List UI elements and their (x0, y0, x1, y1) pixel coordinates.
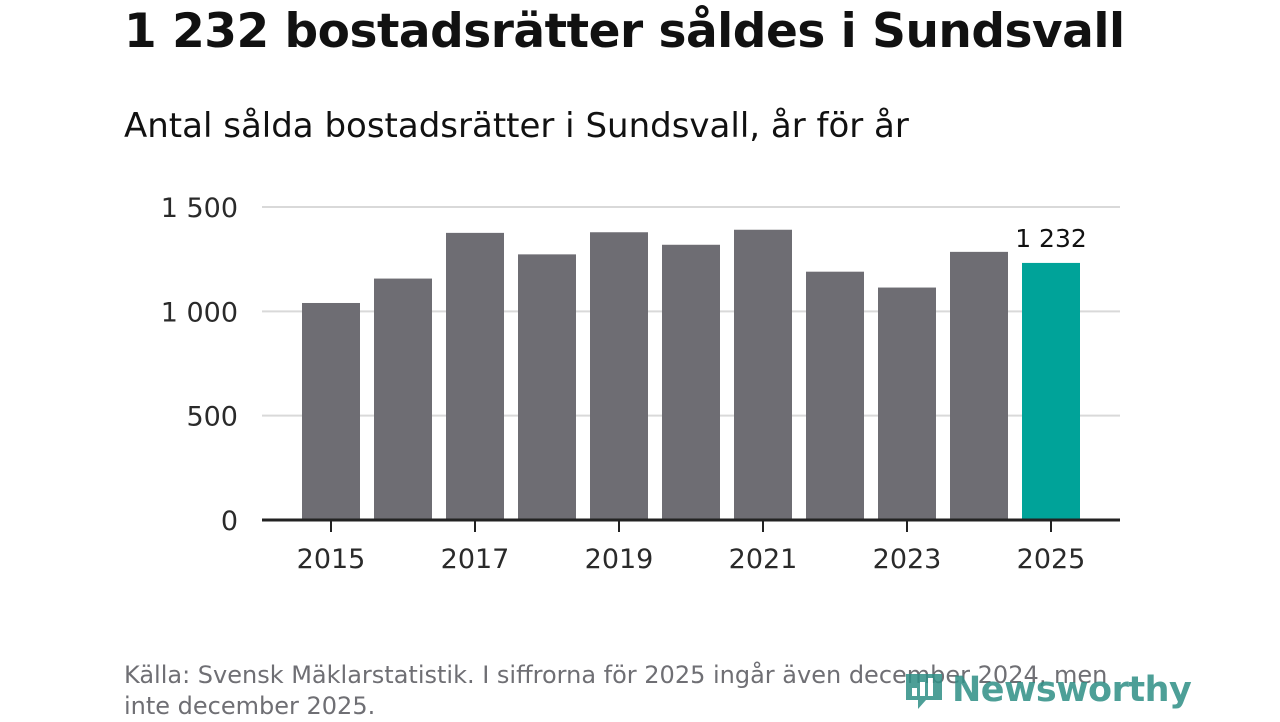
labels: 0 500 1 000 1 500 1 232 2015 2017 2019 2021 2023 2… (161, 193, 1087, 575)
source-note: Källa: Svensk Mäklarstatistik. I siffror… (124, 661, 1108, 720)
y-tick-label: 0 (221, 506, 238, 537)
bar (590, 232, 648, 521)
bar (878, 287, 936, 520)
headline: 1 232 bostadsrätter såldes i Sundsvall (124, 4, 1125, 59)
x-tick-label: 2021 (729, 544, 798, 575)
x-tick-label: 2025 (1017, 544, 1086, 575)
bar (374, 278, 432, 520)
bar (518, 254, 576, 520)
newsworthy-logo: Newsworthy (902, 668, 1192, 712)
bar (950, 251, 1008, 520)
bar (734, 229, 792, 520)
bars (302, 229, 1080, 521)
bar (662, 244, 720, 520)
x-tick-label: 2015 (297, 544, 366, 575)
x-tick-label: 2017 (441, 544, 510, 575)
bar (302, 302, 360, 520)
y-tick-label: 500 (186, 402, 238, 433)
bar (806, 271, 864, 520)
newsworthy-logo-icon (906, 674, 942, 709)
chart-subtitle: Antal sålda bostadsrätter i Sundsvall, å… (124, 106, 909, 146)
data-label: 1 232 (1015, 224, 1087, 253)
y-tick-label: 1 000 (161, 297, 238, 328)
y-tick-label: 1 500 (161, 193, 238, 224)
bar-chart: 0 500 1 000 1 500 1 232 2015 2017 2019 2021 2023 2… (161, 193, 1120, 575)
bar-highlight (1022, 262, 1080, 520)
bar (446, 232, 504, 520)
x-tick-label: 2019 (585, 544, 654, 575)
x-tick-label: 2023 (873, 544, 942, 575)
brand-name: Newsworthy (952, 670, 1192, 710)
axes (262, 518, 1120, 532)
